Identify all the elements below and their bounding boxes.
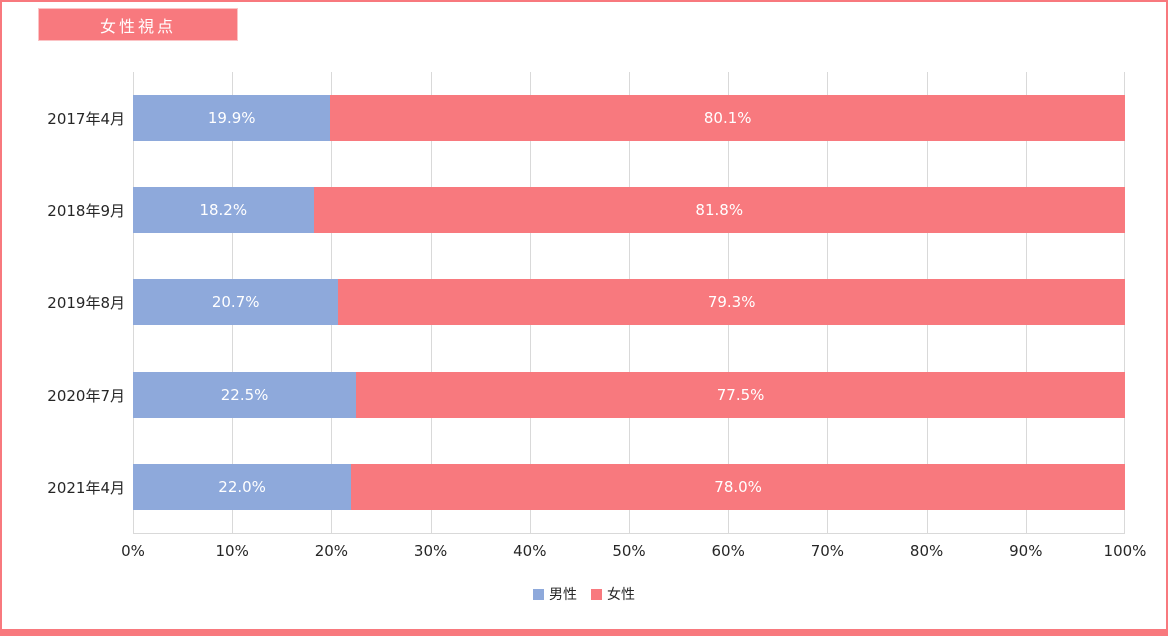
legend-swatch-icon bbox=[591, 588, 602, 600]
bar-value-label: 79.3% bbox=[707, 293, 756, 312]
bar-value-label: 80.1% bbox=[703, 109, 752, 128]
chart-title: 女性視点 bbox=[99, 16, 176, 36]
bar-row: 18.2% 81.8% bbox=[133, 187, 1125, 234]
bar-value-label: 81.8% bbox=[695, 201, 744, 220]
x-axis: 0% 10% 20% 30% 40% 50% 60% 70% 80% 90% 100% bbox=[121, 542, 1146, 564]
x-tick-label: 20% bbox=[314, 542, 349, 560]
legend-item-male: 男性 bbox=[533, 584, 577, 604]
x-tick-label: 50% bbox=[612, 542, 646, 560]
category-label: 2020年7月 bbox=[47, 386, 125, 405]
bar-value-label: 20.7% bbox=[211, 293, 260, 312]
plot-area: 19.9% 80.1% 18.2% 81.8% 20.7% 79.3% 22.5% 77.5%… bbox=[133, 72, 1125, 534]
legend-label: 女性 bbox=[607, 587, 635, 603]
bar-segment-male: 19.9% bbox=[133, 95, 331, 142]
x-tick-label: 60% bbox=[711, 542, 745, 560]
legend: 男性 女性 bbox=[2, 584, 1166, 604]
bar-value-label: 77.5% bbox=[716, 385, 765, 404]
bar-row: 20.7% 79.3% bbox=[133, 279, 1125, 326]
x-tick-label: 0% bbox=[121, 542, 145, 560]
legend-swatch-icon bbox=[533, 588, 544, 600]
bar-segment-female: 78.0% bbox=[351, 463, 1125, 510]
bar-segment-female: 79.3% bbox=[338, 279, 1125, 326]
bar-segment-male: 22.0% bbox=[133, 463, 352, 510]
category-label: 2018年9月 bbox=[47, 202, 125, 221]
bar-segment-male: 18.2% bbox=[133, 187, 314, 234]
bar-value-label: 18.2% bbox=[199, 201, 248, 220]
bar-row: 22.5% 77.5% bbox=[133, 371, 1125, 418]
bar-value-label: 22.0% bbox=[218, 477, 266, 496]
bar-value-label: 22.5% bbox=[220, 385, 269, 404]
bar-row: 19.9% 80.1% bbox=[133, 95, 1125, 142]
category-label: 2019年8月 bbox=[47, 294, 125, 313]
chart-body: 2017年4月 2018年9月 2019年8月 2020年7月 2021年4月 19.9… bbox=[2, 72, 1166, 534]
x-tick-label: 10% bbox=[215, 542, 249, 560]
category-label: 2017年4月 bbox=[47, 109, 125, 128]
bar-segment-female: 77.5% bbox=[356, 371, 1125, 418]
chart-title-badge: 女性視点 bbox=[38, 8, 238, 41]
bar-value-label: 19.9% bbox=[207, 109, 256, 128]
x-tick-label: 90% bbox=[1009, 542, 1043, 560]
category-axis: 2017年4月 2018年9月 2019年8月 2020年7月 2021年4月 bbox=[2, 72, 133, 534]
legend-label: 男性 bbox=[549, 587, 577, 603]
bar-value-label: 78.0% bbox=[714, 477, 762, 496]
x-tick-label: 30% bbox=[413, 542, 448, 560]
bar-segment-female: 81.8% bbox=[313, 187, 1125, 234]
bar-segment-male: 20.7% bbox=[133, 279, 339, 326]
x-tick-label: 80% bbox=[909, 542, 944, 560]
bar-segment-male: 22.5% bbox=[133, 371, 357, 418]
category-label: 2021年4月 bbox=[47, 479, 125, 498]
legend-item-female: 女性 bbox=[591, 584, 635, 604]
x-tick-label: 100% bbox=[1103, 542, 1147, 560]
bar-row: 22.0% 78.0% bbox=[133, 463, 1125, 510]
bar-segment-female: 80.1% bbox=[330, 95, 1125, 142]
bar-rows: 19.9% 80.1% 18.2% 81.8% 20.7% 79.3% 22.5% 77.5%… bbox=[133, 72, 1125, 533]
x-tick-label: 70% bbox=[810, 542, 845, 560]
x-tick-label: 40% bbox=[513, 542, 547, 560]
